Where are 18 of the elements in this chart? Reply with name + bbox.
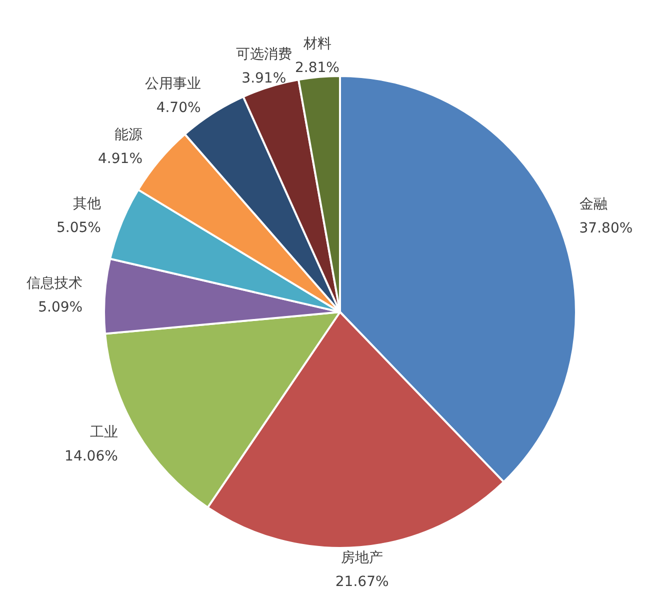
slice-label: 其他 — [72, 196, 101, 212]
slice-label: 房地产 — [341, 550, 384, 566]
data-label: 4.91% — [98, 150, 143, 167]
data-label: 4.70% — [156, 100, 201, 116]
slice-label: 信息技术 — [26, 276, 83, 292]
slice-label: 材料 — [302, 36, 332, 52]
data-label: 14.06% — [64, 448, 118, 464]
data-label: 5.05% — [56, 220, 101, 236]
slice-label: 可选消费 — [236, 46, 292, 62]
data-label: 3.91% — [242, 70, 286, 86]
data-label: 2.81% — [295, 60, 340, 76]
slice-label: 工业 — [90, 424, 118, 440]
data-label: 21.67% — [335, 574, 389, 590]
slice-label: 能源 — [114, 126, 143, 143]
slice-label: 金融 — [579, 196, 608, 213]
data-label: 5.09% — [38, 300, 83, 316]
slice-label: 公用事业 — [144, 76, 201, 92]
data-label: 37.80% — [579, 220, 633, 237]
